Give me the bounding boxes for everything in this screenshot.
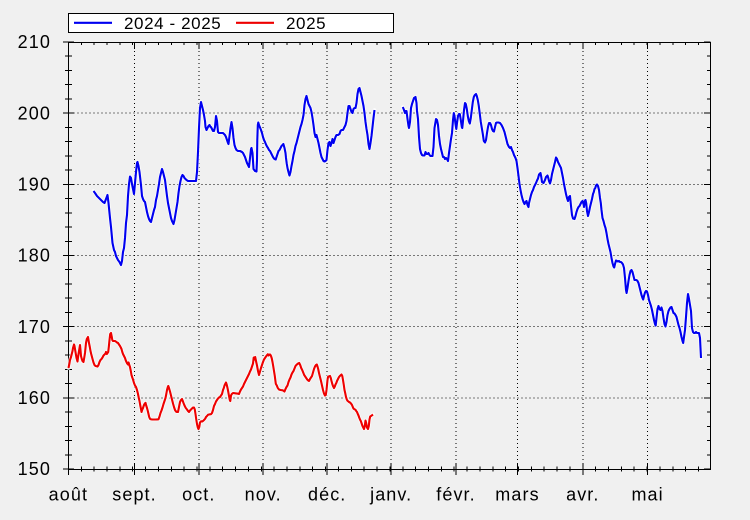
svg-text:avr.: avr.	[566, 485, 599, 505]
svg-text:150: 150	[18, 459, 51, 479]
svg-text:sept.: sept.	[112, 485, 157, 505]
svg-text:janv.: janv.	[369, 485, 412, 505]
svg-text:170: 170	[18, 317, 51, 337]
svg-text:190: 190	[18, 175, 51, 195]
svg-text:mai: mai	[631, 485, 663, 505]
svg-text:180: 180	[18, 246, 51, 266]
svg-text:mars: mars	[495, 485, 539, 505]
svg-text:août: août	[49, 485, 88, 505]
svg-text:nov.: nov.	[245, 485, 282, 505]
svg-text:200: 200	[18, 103, 51, 123]
svg-text:160: 160	[18, 388, 51, 408]
svg-text:déc.: déc.	[308, 485, 346, 505]
svg-text:210: 210	[18, 32, 51, 52]
svg-text:2025: 2025	[286, 14, 326, 33]
svg-text:févr.: févr.	[436, 485, 476, 505]
svg-text:oct.: oct.	[182, 485, 215, 505]
svg-text:2024 - 2025: 2024 - 2025	[124, 14, 221, 33]
